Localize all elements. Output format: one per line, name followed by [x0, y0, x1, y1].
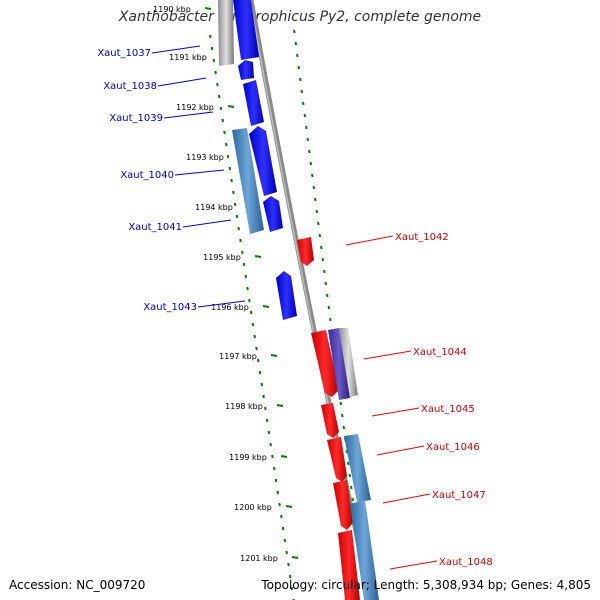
gene-xaut-1044: [311, 330, 339, 397]
gene-label-xaut-1048[interactable]: Xaut_1048: [439, 557, 493, 568]
kbp-tick-label: 1201 kbp: [240, 554, 278, 563]
accession-text: Accession: NC_009720: [9, 578, 146, 592]
gene-label-leader: [389, 560, 438, 570]
kbp-tick-label: 1196 kbp: [211, 303, 249, 312]
gene-label-leader: [157, 77, 207, 87]
kbp-tick-label: 1190 kbp: [153, 5, 191, 14]
kbp-tick-label: 1197 kbp: [219, 352, 257, 361]
kbp-tick-label: 1199 kbp: [229, 453, 267, 462]
kbp-tick-mark: [270, 354, 278, 357]
gene-xaut-1044-purple: [328, 328, 350, 400]
gene-xaut-1040-steel: [232, 128, 264, 234]
kbp-tick-label: 1195 kbp: [203, 253, 241, 262]
inner-tick-dots: [209, 34, 295, 600]
gene-xaut-1047-steel: [350, 500, 379, 600]
gene-xaut-1045: [321, 403, 339, 438]
gene-label-xaut-1044[interactable]: Xaut_1044: [413, 347, 467, 358]
gene-label-xaut-1038[interactable]: Xaut_1038: [103, 81, 157, 92]
gene-xaut-1046-steel: [344, 434, 371, 502]
gene-label-xaut-1046[interactable]: Xaut_1046: [426, 442, 480, 453]
map-title: Xanthobacter autotrophicus Py2, complete…: [118, 9, 482, 25]
gene-label-xaut-1040[interactable]: Xaut_1040: [120, 170, 174, 181]
gene-xaut-1038: [238, 60, 254, 80]
gene-xaut-1043: [276, 271, 297, 320]
gene-label-leader: [363, 350, 412, 360]
kbp-tick-mark: [227, 105, 235, 108]
gene-xaut-1037-gray: [218, 0, 234, 66]
gene-xaut-1037: [233, 0, 259, 60]
gene-label-leader: [345, 235, 394, 246]
kbp-tick-mark: [276, 404, 284, 407]
gene-label-xaut-1037[interactable]: Xaut_1037: [97, 48, 151, 59]
kbp-tick-mark: [291, 556, 299, 559]
gene-label-xaut-1041[interactable]: Xaut_1041: [128, 222, 182, 233]
gene-label-leader: [163, 111, 214, 119]
kbp-tick-mark: [285, 505, 293, 508]
kbp-tick-label: 1191 kbp: [169, 53, 207, 62]
kbp-tick-label: 1193 kbp: [186, 153, 224, 162]
gene-xaut-1047: [333, 480, 353, 530]
gene-label-leader: [376, 445, 425, 456]
kbp-tick-label: 1200 kbp: [234, 503, 272, 512]
gene-label-leader: [371, 407, 420, 417]
gene-label-xaut-1047[interactable]: Xaut_1047: [432, 490, 486, 501]
gene-xaut-1039: [243, 80, 264, 126]
gene-xaut-1046: [327, 437, 347, 482]
kbp-scale: 1190 kbp 1191 kbp 1192 kbp 1193 kbp 1194 kbp…: [153, 5, 299, 563]
gene-label-leader: [382, 493, 431, 504]
gene-xaut-1042: [297, 237, 314, 266]
kbp-tick-mark: [254, 255, 262, 258]
gene-label-xaut-1043[interactable]: Xaut_1043: [143, 302, 197, 313]
gene-label-leader: [182, 219, 232, 228]
gene-label-xaut-1042[interactable]: Xaut_1042: [395, 232, 449, 243]
kbp-tick-label: 1198 kbp: [225, 402, 263, 411]
topology-text: Topology: circular; Length: 5,308,934 bp…: [261, 578, 591, 592]
gene-label-xaut-1045[interactable]: Xaut_1045: [421, 404, 475, 415]
kbp-tick-label: 1192 kbp: [176, 103, 214, 112]
kbp-tick-mark: [280, 455, 288, 458]
gene-label-leader: [174, 169, 225, 176]
gene-label-leader: [151, 45, 201, 54]
kbp-tick-mark: [204, 7, 212, 10]
gene-labels: Xaut_1037 Xaut_1038 Xaut_1039 Xaut_1040 Xaut…: [97, 45, 493, 570]
kbp-tick-mark: [262, 305, 270, 308]
kbp-tick-label: 1194 kbp: [195, 203, 233, 212]
gene-features: [218, 0, 379, 600]
gene-xaut-1044-gray: [339, 328, 358, 397]
gene-xaut-1041: [263, 196, 283, 232]
gene-xaut-1048: [338, 530, 360, 600]
gene-label-xaut-1039[interactable]: Xaut_1039: [109, 113, 163, 124]
gene-xaut-1040: [249, 126, 277, 196]
gene-label-leader: [197, 300, 246, 308]
